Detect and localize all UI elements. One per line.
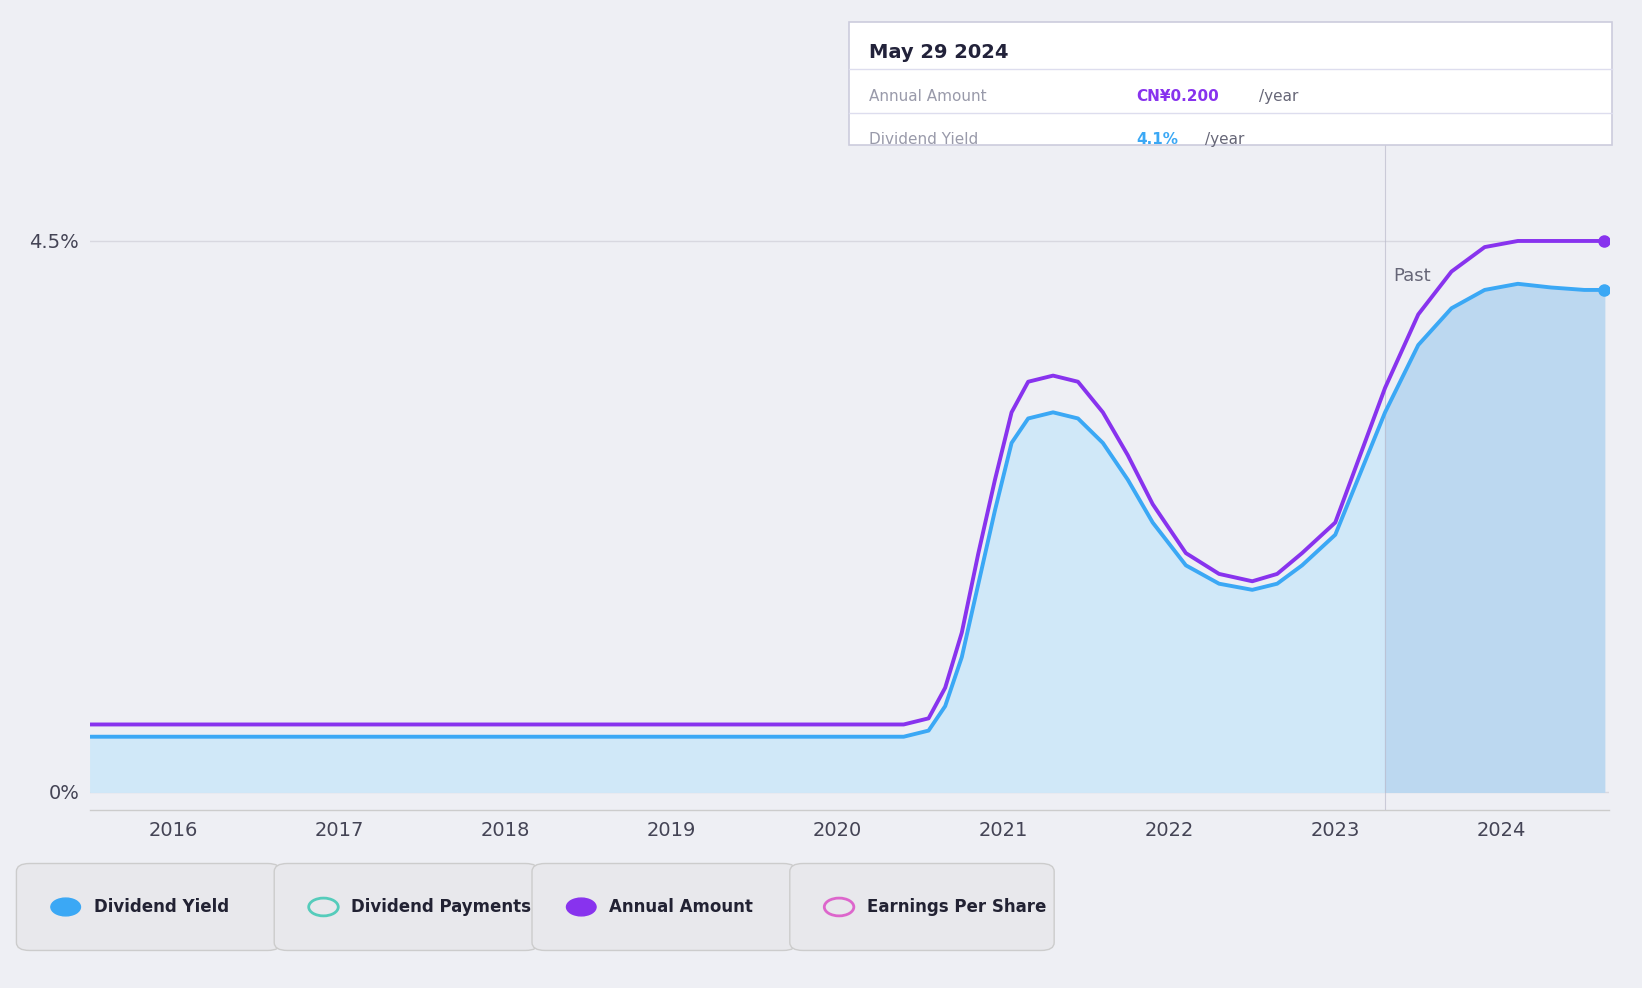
Text: Dividend Yield: Dividend Yield (869, 132, 979, 147)
Text: Annual Amount: Annual Amount (609, 898, 754, 916)
Text: Dividend Payments: Dividend Payments (351, 898, 532, 916)
Text: CN¥0.200: CN¥0.200 (1136, 89, 1218, 104)
Text: /year: /year (1259, 89, 1299, 104)
Text: Earnings Per Share: Earnings Per Share (867, 898, 1046, 916)
Text: Dividend Yield: Dividend Yield (94, 898, 228, 916)
Text: 4.1%: 4.1% (1136, 132, 1179, 147)
Text: Past: Past (1394, 267, 1430, 285)
Text: May 29 2024: May 29 2024 (869, 43, 1008, 62)
Text: /year: /year (1205, 132, 1245, 147)
Text: Annual Amount: Annual Amount (869, 89, 987, 104)
